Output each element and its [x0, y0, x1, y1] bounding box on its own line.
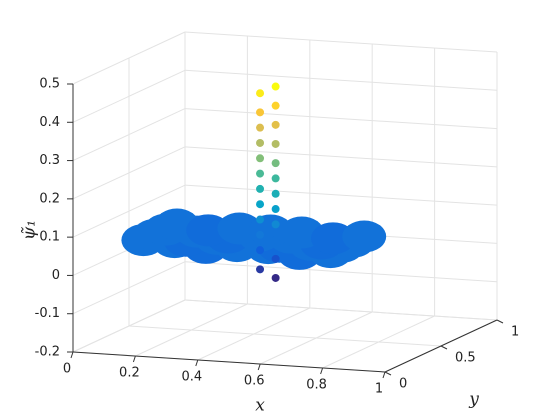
grid-line	[72, 184, 186, 238]
point	[256, 154, 265, 163]
point	[256, 215, 265, 224]
x-tick-label: 0.6	[244, 374, 265, 389]
x-tick-label: 0.8	[306, 378, 327, 393]
z-tick-label: -0.2	[35, 345, 60, 360]
grid-line	[72, 146, 186, 200]
grid-line	[184, 184, 498, 206]
point	[256, 200, 265, 209]
z-axis-label: ψ̃₁	[20, 220, 40, 240]
point	[256, 230, 265, 239]
x-tick	[132, 355, 136, 363]
z-tick-label: 0.5	[39, 77, 60, 92]
grid-line	[72, 31, 186, 85]
y-tick-label: 0	[399, 377, 407, 392]
z-tick-label: 0.4	[39, 115, 60, 130]
x-axis	[72, 351, 386, 373]
point	[256, 138, 265, 147]
x-tick-label: 1	[375, 382, 383, 397]
x-tick-label: 0.4	[181, 370, 202, 385]
y-tick	[440, 345, 448, 350]
grid-line	[72, 261, 186, 315]
point	[271, 235, 280, 244]
y-axis-label: y	[468, 390, 479, 410]
x-tick	[195, 359, 199, 367]
z-tick-label: 0.3	[39, 153, 60, 168]
point	[271, 82, 280, 91]
grid-line	[184, 146, 498, 168]
x-tick	[382, 371, 386, 379]
grid-line	[184, 108, 498, 130]
point	[271, 174, 280, 183]
x-axis-label: x	[255, 396, 265, 416]
x-tick	[257, 363, 261, 371]
point	[271, 189, 280, 198]
point	[271, 120, 280, 129]
y-tick	[496, 319, 504, 324]
x-tick-label: 0	[63, 362, 71, 377]
y-tick-label: 0.5	[455, 351, 476, 366]
x-tick	[70, 351, 74, 359]
grid-line	[184, 299, 498, 321]
z-tick-label: 0	[52, 268, 60, 283]
grid-line	[128, 325, 442, 347]
x-tick	[320, 367, 324, 375]
grid-line	[184, 31, 498, 53]
point	[256, 265, 265, 274]
grid-line	[184, 261, 498, 283]
grid-line	[184, 69, 498, 91]
point	[271, 220, 280, 229]
point	[271, 101, 280, 110]
grid-line	[72, 69, 186, 123]
point	[342, 220, 387, 253]
grid-line	[72, 299, 186, 353]
point	[256, 184, 265, 193]
z-tick-label: -0.1	[35, 306, 60, 321]
point	[271, 273, 280, 282]
point	[256, 123, 265, 132]
point	[256, 108, 265, 117]
z-tick-label: 0.2	[39, 191, 60, 206]
y-tick	[384, 371, 392, 376]
point	[256, 89, 265, 98]
point	[256, 246, 265, 255]
point	[271, 159, 280, 168]
point	[271, 139, 280, 148]
y-tick-label: 1	[511, 325, 519, 340]
x-tick-label: 0.2	[119, 366, 140, 381]
point	[256, 169, 265, 178]
point	[271, 254, 280, 263]
grid-line	[72, 108, 186, 162]
point	[271, 205, 280, 214]
z-tick-label: 0.1	[39, 230, 60, 245]
